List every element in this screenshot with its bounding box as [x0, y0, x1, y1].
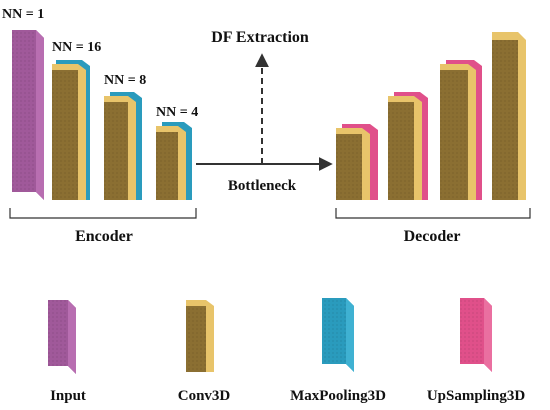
- bottleneck-label: Bottleneck: [228, 178, 297, 194]
- legend-label-upsampling3d: UpSampling3D: [427, 388, 526, 404]
- encoder-conv-block-1: [52, 60, 90, 200]
- decoder-label: Decoder: [404, 228, 461, 245]
- legend-label-input: Input: [50, 388, 86, 404]
- decoder-block-1: [336, 124, 378, 200]
- legend-label-maxpooling3d: MaxPooling3D: [290, 388, 386, 404]
- legend-item-upsampling3d: UpSampling3D: [427, 298, 526, 404]
- nn-label-2: NN = 16: [52, 40, 101, 55]
- legend-item-input: Input: [48, 300, 86, 404]
- legend-item-conv3d: Conv3D: [178, 300, 231, 404]
- legend: Input Conv3D MaxPooling3D UpSampling3D: [48, 298, 525, 404]
- decoder-output-block: [492, 32, 526, 200]
- legend-label-conv3d: Conv3D: [178, 388, 231, 404]
- encoder-bracket: [9, 208, 197, 219]
- input-layer-block: [12, 30, 44, 200]
- decoder-block-2: [388, 92, 428, 200]
- decoder-blocks: [336, 32, 526, 200]
- nn-label-1: NN = 1: [2, 7, 44, 22]
- decoder-bracket: [335, 208, 531, 219]
- nn-label-4: NN = 4: [156, 105, 198, 120]
- decoder-block-3: [440, 60, 482, 200]
- df-extraction-label: DF Extraction: [211, 29, 309, 46]
- encoder-conv-block-3: [156, 122, 192, 200]
- legend-item-maxpooling3d: MaxPooling3D: [290, 298, 386, 404]
- encoder-blocks: [12, 30, 192, 200]
- nn-label-3: NN = 8: [104, 73, 146, 88]
- encoder-conv-block-2: [104, 92, 142, 200]
- encoder-label: Encoder: [75, 228, 133, 245]
